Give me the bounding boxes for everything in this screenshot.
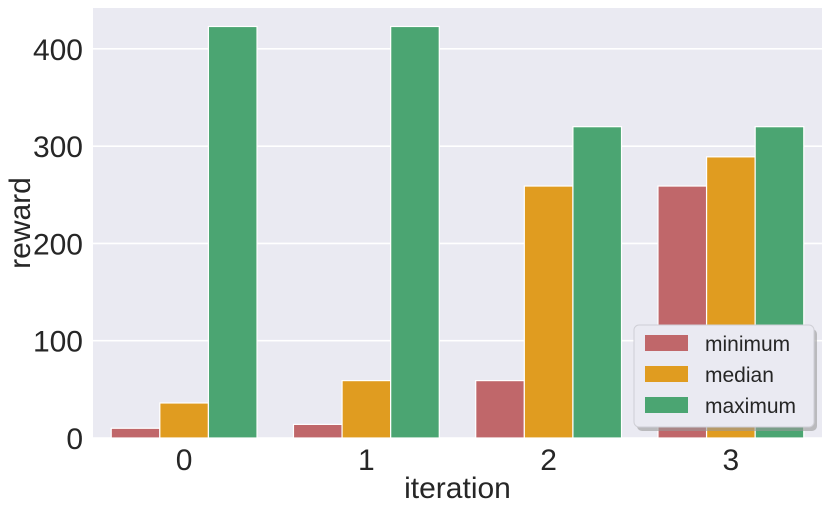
- legend-label-median: median: [705, 364, 774, 387]
- bar-median-0: [159, 402, 210, 439]
- legend-label-minimum: minimum: [705, 333, 790, 356]
- y-axis-label: reward: [4, 177, 37, 269]
- bar-maximum-2: [572, 126, 623, 439]
- bar-maximum-1: [390, 25, 440, 439]
- legend-swatch-minimum: [645, 335, 688, 351]
- bar-median-1: [341, 380, 392, 439]
- legend-swatch-median: [645, 366, 688, 382]
- bar-minimum-2: [475, 380, 525, 439]
- x-tick-labels: 0 1 2 3: [176, 444, 739, 477]
- y-tick-label: 0: [66, 423, 83, 456]
- y-tick-labels: 0 100 200 300 400: [33, 34, 83, 456]
- bar-minimum-1: [292, 423, 343, 439]
- y-tick-label: 400: [33, 34, 83, 67]
- y-tick-label: 200: [33, 228, 83, 261]
- bar-median-2: [523, 185, 574, 439]
- y-tick-label: 300: [33, 131, 83, 164]
- x-axis-label: iteration: [404, 472, 511, 505]
- bar-minimum-0: [110, 427, 161, 439]
- x-tick-label: 0: [176, 444, 193, 477]
- x-tick-label: 3: [723, 444, 740, 477]
- legend-label-maximum: maximum: [705, 395, 796, 418]
- bar-maximum-0: [207, 25, 258, 439]
- y-tick-label: 100: [33, 326, 83, 359]
- legend: minimum median maximum: [633, 324, 817, 431]
- legend-swatch-maximum: [645, 397, 688, 413]
- x-tick-label: 1: [358, 444, 375, 477]
- x-tick-label: 2: [540, 444, 557, 477]
